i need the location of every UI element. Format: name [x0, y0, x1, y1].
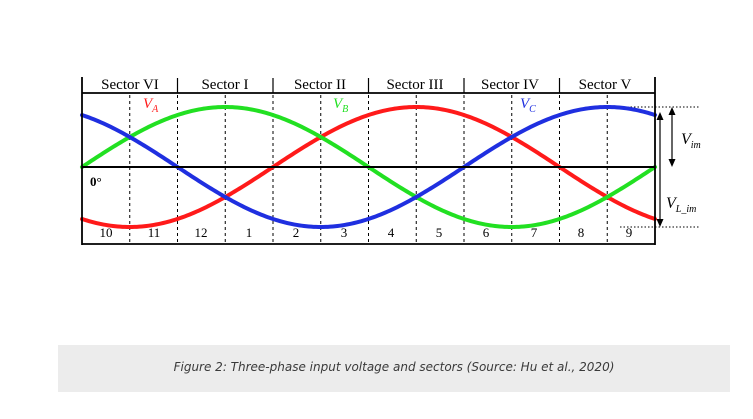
- sub-sector-4: 4: [388, 225, 395, 240]
- vim-arrow-head-top: [668, 107, 676, 115]
- phase-label-a: VA: [143, 96, 159, 115]
- caption-box: Figure 2: Three-phase input voltage and …: [58, 345, 730, 392]
- three-phase-sector-figure: Sector VI Sector I Sector II Sector III …: [80, 77, 701, 245]
- sub-sector-2: 2: [293, 225, 300, 240]
- sector-label-2: Sector II: [294, 77, 346, 93]
- vl-im-label: VL_im: [666, 195, 696, 215]
- vl-im-arrow-head-bottom: [656, 219, 664, 227]
- vim-label-sub: im: [691, 140, 701, 151]
- phase-label-b-main: V: [333, 96, 344, 112]
- sub-sector-3: 3: [341, 225, 348, 240]
- phase-label-a-main: V: [143, 96, 154, 112]
- sub-sector-1: 1: [246, 225, 253, 240]
- sub-sector-8: 8: [578, 225, 585, 240]
- zero-degree-label: 0°: [90, 174, 102, 189]
- sector-label-6: Sector VI: [101, 77, 159, 93]
- vl-im-label-main: V: [666, 195, 678, 212]
- vl-im-arrow-head-top: [656, 112, 664, 120]
- sub-sector-5: 5: [436, 225, 443, 240]
- phase-label-b-sub: B: [342, 104, 348, 115]
- sub-sector-9: 9: [626, 225, 633, 240]
- sub-sector-7: 7: [531, 225, 538, 240]
- phase-label-c-sub: C: [529, 104, 536, 115]
- vim-label: Vim: [681, 131, 701, 151]
- sub-sector-12: 12: [195, 225, 208, 240]
- sector-label-1: Sector I: [201, 77, 248, 93]
- figure-caption: Figure 2: Three-phase input voltage and …: [173, 360, 615, 374]
- phase-label-c-main: V: [520, 96, 531, 112]
- phase-label-c: VC: [520, 96, 536, 115]
- phase-label-a-sub: A: [151, 104, 159, 115]
- sub-sector-6: 6: [483, 225, 490, 240]
- vim-label-main: V: [681, 131, 693, 148]
- vl-im-label-sub: L_im: [675, 204, 697, 215]
- sub-sector-10: 10: [100, 225, 113, 240]
- sector-label-4: Sector IV: [481, 77, 539, 93]
- vim-arrow-head-bottom: [668, 159, 676, 167]
- sub-sector-11: 11: [148, 225, 161, 240]
- sector-label-3: Sector III: [386, 77, 443, 93]
- phase-label-b: VB: [333, 96, 348, 115]
- sector-label-5: Sector V: [579, 77, 632, 93]
- figure-canvas: Sector VI Sector I Sector II Sector III …: [80, 77, 701, 245]
